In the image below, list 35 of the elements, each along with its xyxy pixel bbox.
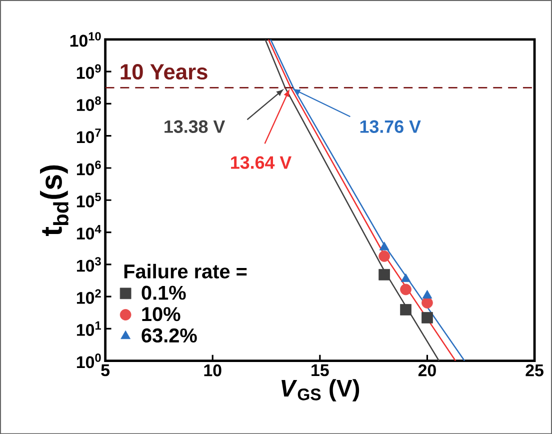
legend-label: 0.1% [142, 286, 186, 300]
point [400, 284, 412, 296]
y-tick-label: 10$^{5}$ [76, 192, 101, 208]
y-tick-label: 10$^{7}$ [76, 128, 101, 144]
y-tick-label: 10$^{4}$ [76, 224, 102, 240]
point [422, 290, 432, 298]
legend-title: Failure rate = [124, 264, 247, 278]
y-tick-label: 10$^{9}$ [76, 64, 101, 79]
y-tick-label: 10$^{6}$ [76, 160, 101, 176]
point [378, 250, 390, 262]
point [422, 297, 433, 308]
x-tick-label: 5 [101, 364, 110, 376]
point [422, 312, 433, 324]
y-tick-label: 10$^{1}$ [76, 321, 101, 336]
x-tick-label: 15 [312, 364, 329, 376]
x-axis-title: V$_{GS}$ (V) [282, 379, 360, 402]
annotation: 13.64 V [231, 156, 292, 169]
y-tick-label: 10$^{10}$ [70, 32, 101, 47]
x-tick-label: 10 [204, 364, 222, 376]
point [400, 304, 412, 316]
legend-label: 10% [142, 306, 180, 322]
annotation: 13.76 V [360, 120, 421, 133]
point [400, 273, 411, 282]
y-tick-label: 10$^{2}$ [76, 289, 101, 304]
y-tick-label: 10$^{3}$ [76, 256, 101, 272]
y-axis-title: t$_{bd}$(s) [40, 165, 68, 236]
y-tick-label: 10$^{0}$ [76, 353, 101, 368]
point [379, 242, 390, 250]
annotation: 13.38 V [164, 120, 226, 133]
legend-label: 63.2% [142, 328, 197, 342]
y-tick-label: 10$^{8}$ [76, 96, 101, 111]
point [378, 268, 390, 280]
ref-line-label: 10 Years [120, 64, 208, 80]
x-tick-label: 20 [418, 364, 436, 376]
x-tick-label: 25 [526, 364, 544, 376]
